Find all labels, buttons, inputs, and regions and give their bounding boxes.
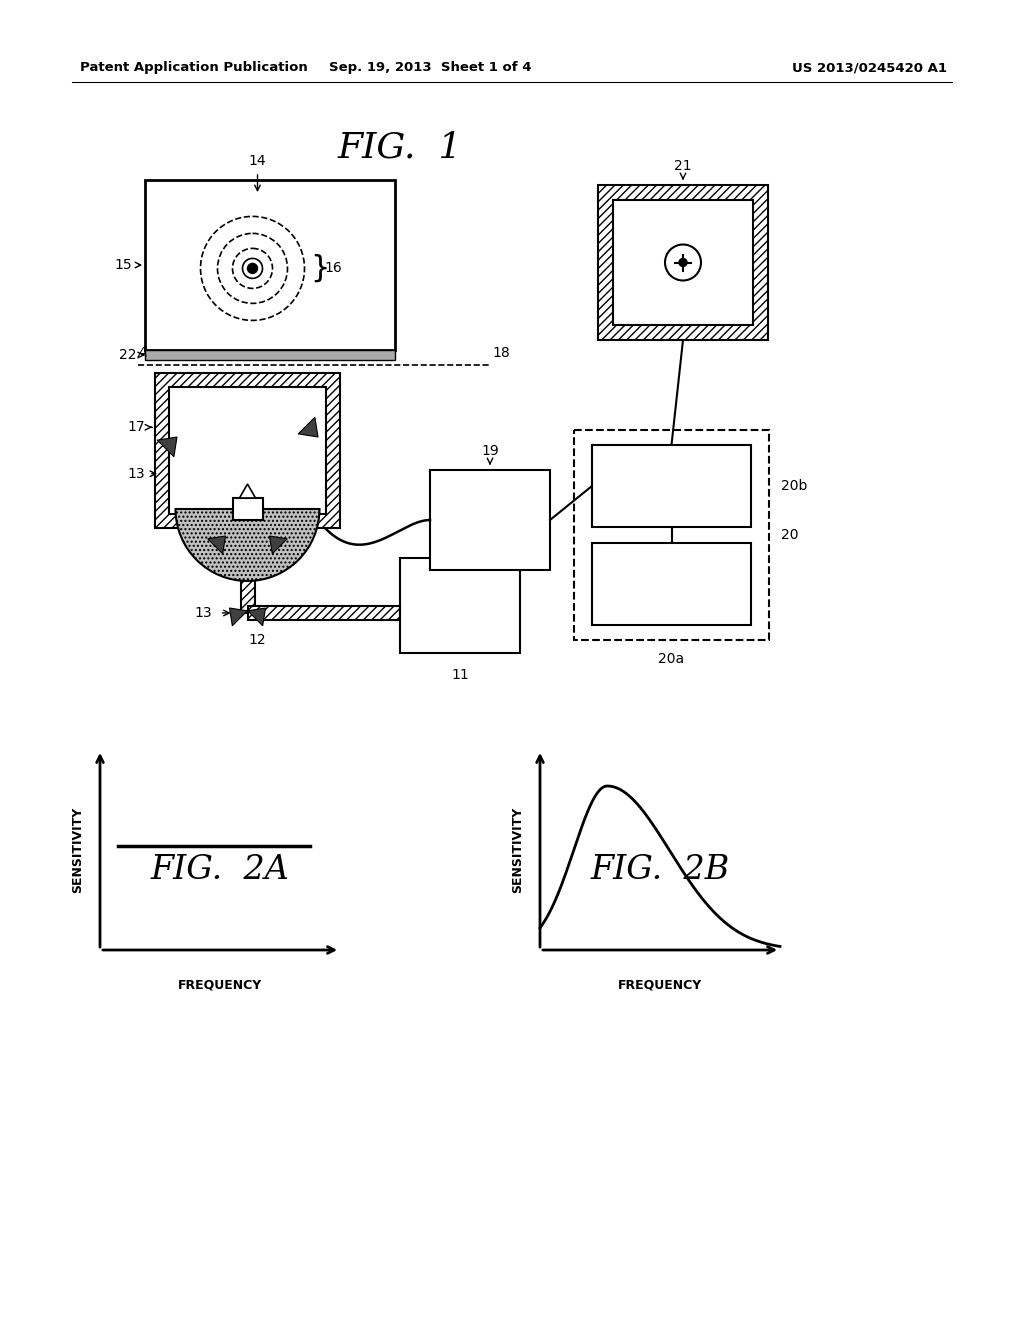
Polygon shape [298,417,318,437]
Text: FIG.  1: FIG. 1 [338,131,462,165]
Bar [613,201,753,325]
Text: FIG.  2A: FIG. 2A [151,854,290,886]
Text: 16: 16 [325,261,342,276]
Text: 15: 15 [115,257,132,272]
Text: US 2013/0245420 A1: US 2013/0245420 A1 [793,62,947,74]
Polygon shape [269,536,288,554]
Text: SENSITIVITY: SENSITIVITY [72,807,85,894]
Polygon shape [248,609,265,626]
Text: SENSITIVITY: SENSITIVITY [512,807,524,894]
Polygon shape [208,536,225,554]
Text: 14: 14 [249,154,266,168]
Bar [430,470,550,570]
Wedge shape [175,510,319,581]
Text: A: A [138,346,147,360]
Bar [145,350,395,360]
Text: 20: 20 [781,528,799,543]
Bar [145,180,395,350]
Text: }: } [310,253,330,282]
Text: 22: 22 [119,348,136,362]
Polygon shape [240,484,256,498]
Bar [400,558,520,653]
Text: FREQUENCY: FREQUENCY [617,978,702,991]
Bar [232,498,262,520]
Bar [574,430,769,640]
Text: 19: 19 [481,444,499,458]
Text: Patent Application Publication: Patent Application Publication [80,62,308,74]
Text: FIG.  2B: FIG. 2B [591,854,730,886]
Polygon shape [158,437,177,457]
Bar [248,606,400,620]
Text: 12: 12 [249,634,266,647]
Text: 11: 11 [452,668,469,682]
Bar [169,387,326,513]
Text: 13: 13 [127,467,145,480]
Text: 13: 13 [195,606,213,620]
Bar [592,543,751,624]
Text: 21: 21 [674,158,692,173]
Text: 20b: 20b [781,479,807,492]
Bar [155,374,340,528]
Text: 17: 17 [127,420,145,434]
Text: 20a: 20a [658,652,685,667]
Text: Sep. 19, 2013  Sheet 1 of 4: Sep. 19, 2013 Sheet 1 of 4 [329,62,531,74]
Text: FREQUENCY: FREQUENCY [178,978,262,991]
Text: 18: 18 [492,346,510,360]
Bar [598,185,768,341]
Circle shape [679,259,687,267]
Polygon shape [229,609,247,626]
Circle shape [248,264,257,273]
Bar [592,445,751,527]
Bar [241,528,255,612]
